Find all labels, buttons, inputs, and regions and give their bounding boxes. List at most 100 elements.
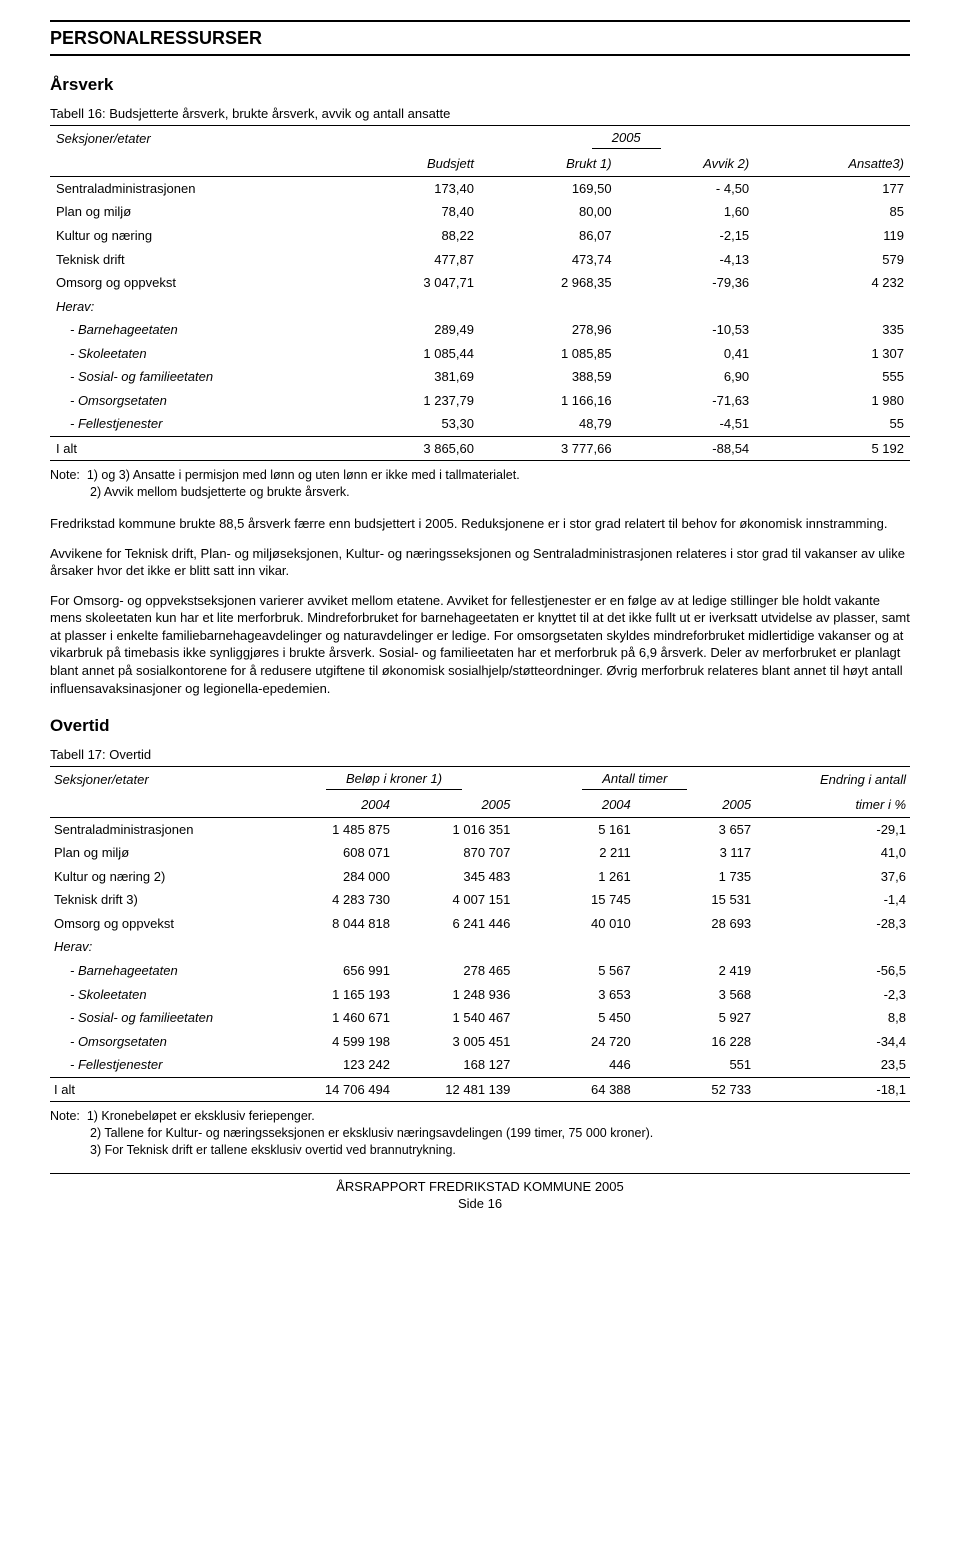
t17-endring: Endring i antall (755, 766, 910, 793)
table16: Seksjoner/etater 2005 Budsjett Brukt 1) … (50, 125, 910, 462)
table-row: - Skoleetaten1 085,441 085,850,411 307 (50, 342, 910, 366)
footer-page: Side 16 (50, 1195, 910, 1213)
cell-value: 2 211 (514, 841, 634, 865)
cell-value: 28 693 (635, 912, 755, 936)
cell-value: 608 071 (274, 841, 394, 865)
table-row: Sentraladministrasjonen173,40169,50- 4,5… (50, 176, 910, 200)
cell-value: 5 567 (514, 959, 634, 983)
cell-value: 3 653 (514, 983, 634, 1007)
table-row: Omsorg og oppvekst3 047,712 968,35-79,36… (50, 271, 910, 295)
cell-value: 6 241 446 (394, 912, 514, 936)
row-label: - Sosial- og familieetaten (50, 1006, 274, 1030)
note-prefix: Note: (50, 468, 80, 482)
table16-title: Tabell 16: Budsjetterte årsverk, brukte … (50, 105, 910, 123)
cell-value: 1 237,79 (342, 389, 480, 413)
cell-value: 169,50 (480, 176, 618, 200)
t17-total-v: 52 733 (635, 1077, 755, 1102)
row-label: - Skoleetaten (50, 983, 274, 1007)
table-row: Omsorg og oppvekst8 044 8186 241 44640 0… (50, 912, 910, 936)
cell-value (635, 935, 755, 959)
cell-value: 6,90 (618, 365, 756, 389)
cell-value (480, 295, 618, 319)
cell-value: -2,15 (618, 224, 756, 248)
note1a: 1) og 3) Ansatte i permisjon med lønn og… (87, 468, 520, 482)
t17-total-v: 14 706 494 (274, 1077, 394, 1102)
cell-value: -4,13 (618, 248, 756, 272)
cell-value: -1,4 (755, 888, 910, 912)
cell-value: 289,49 (342, 318, 480, 342)
table-row: - Fellestjenester53,3048,79-4,5155 (50, 412, 910, 436)
cell-value: 656 991 (274, 959, 394, 983)
table-row: Teknisk drift477,87473,74-4,13579 (50, 248, 910, 272)
cell-value: -29,1 (755, 817, 910, 841)
cell-value: 1 261 (514, 865, 634, 889)
table-row: Herav: (50, 935, 910, 959)
s1-para2: Avvikene for Teknisk drift, Plan- og mil… (50, 545, 910, 580)
cell-value: 123 242 (274, 1053, 394, 1077)
row-label: Teknisk drift 3) (50, 888, 274, 912)
cell-value: 1 248 936 (394, 983, 514, 1007)
note2c: 3) For Teknisk drift er tallene eksklusi… (50, 1142, 910, 1159)
cell-value: 555 (755, 365, 910, 389)
row-label: - Sosial- og familieetaten (50, 365, 342, 389)
cell-value: 23,5 (755, 1053, 910, 1077)
page-title: PERSONALRESSURSER (50, 20, 910, 56)
cell-value (394, 935, 514, 959)
table-row: Kultur og næring 2)284 000345 4831 2611 … (50, 865, 910, 889)
cell-value: 3 657 (635, 817, 755, 841)
t17-timer: Antall timer (582, 770, 687, 791)
cell-value: 1 735 (635, 865, 755, 889)
cell-value: 1 485 875 (274, 817, 394, 841)
cell-value: 3 047,71 (342, 271, 480, 295)
cell-value: 1 085,44 (342, 342, 480, 366)
t16-rowhdr: Seksjoner/etater (50, 125, 342, 152)
row-label: Sentraladministrasjonen (50, 176, 342, 200)
cell-value: 1 085,85 (480, 342, 618, 366)
table-row: Plan og miljø78,4080,001,6085 (50, 200, 910, 224)
cell-value: 80,00 (480, 200, 618, 224)
cell-value: 4 232 (755, 271, 910, 295)
row-label: - Barnehageetaten (50, 959, 274, 983)
table-row: - Omsorgsetaten4 599 1983 005 45124 7201… (50, 1030, 910, 1054)
cell-value: 5 161 (514, 817, 634, 841)
cell-value: 24 720 (514, 1030, 634, 1054)
cell-value: 1 307 (755, 342, 910, 366)
cell-value: 5 927 (635, 1006, 755, 1030)
row-label: Kultur og næring (50, 224, 342, 248)
cell-value: 2 419 (635, 959, 755, 983)
cell-value (755, 295, 910, 319)
cell-value: 53,30 (342, 412, 480, 436)
s1-para3: For Omsorg- og oppvekstseksjonen variere… (50, 592, 910, 697)
row-label: Omsorg og oppvekst (50, 912, 274, 936)
section1-heading: Årsverk (50, 74, 910, 97)
row-label: Herav: (50, 935, 274, 959)
table-row: - Skoleetaten1 165 1931 248 9363 6533 56… (50, 983, 910, 1007)
table-row: Herav: (50, 295, 910, 319)
note1b: 2) Avvik mellom budsjetterte og brukte å… (50, 484, 910, 501)
cell-value: - 4,50 (618, 176, 756, 200)
t16-c4: Ansatte3) (755, 152, 910, 176)
t16-total-v: 3 865,60 (342, 436, 480, 461)
cell-value: 119 (755, 224, 910, 248)
t17-total-v: 12 481 139 (394, 1077, 514, 1102)
cell-value (618, 295, 756, 319)
note2a: 1) Kronebeløpet er eksklusiv feriepenger… (87, 1109, 315, 1123)
row-label: Herav: (50, 295, 342, 319)
cell-value: 579 (755, 248, 910, 272)
row-label: Teknisk drift (50, 248, 342, 272)
table-row: - Sosial- og familieetaten381,69388,596,… (50, 365, 910, 389)
cell-value: 4 599 198 (274, 1030, 394, 1054)
row-label: Omsorg og oppvekst (50, 271, 342, 295)
t16-total-v: -88,54 (618, 436, 756, 461)
t16-total-label: I alt (50, 436, 342, 461)
t16-c3: Avvik 2) (618, 152, 756, 176)
cell-value: -10,53 (618, 318, 756, 342)
note2b: 2) Tallene for Kultur- og næringsseksjon… (50, 1125, 910, 1142)
s1-para1: Fredrikstad kommune brukte 88,5 årsverk … (50, 515, 910, 533)
row-label: - Omsorgsetaten (50, 1030, 274, 1054)
cell-value: 2 968,35 (480, 271, 618, 295)
table-row: - Barnehageetaten289,49278,96-10,53335 (50, 318, 910, 342)
cell-value: 4 007 151 (394, 888, 514, 912)
t16-year: 2005 (592, 129, 661, 150)
cell-value: 1,60 (618, 200, 756, 224)
